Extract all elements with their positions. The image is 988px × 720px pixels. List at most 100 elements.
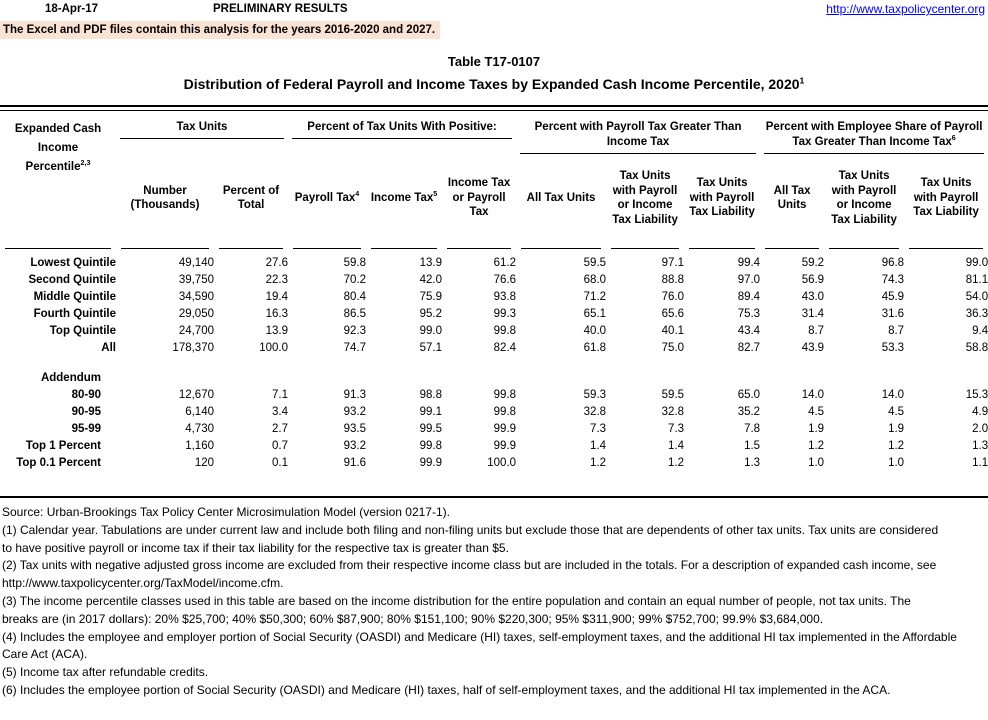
cell-value: 1.1 — [972, 457, 988, 469]
cell-value: 59.3 — [583, 389, 607, 401]
cell-value: 4,730 — [185, 423, 214, 435]
group-header-text: Tax Units — [120, 120, 285, 139]
cell-value: 19.4 — [265, 291, 289, 303]
cell-value: 59.8 — [343, 257, 367, 269]
spacer-cell — [0, 357, 988, 370]
header-underline — [293, 248, 362, 249]
payroll-income-table: Expanded Cash Income Percentile2,3 Tax U… — [0, 111, 988, 496]
cell-value: 2.0 — [972, 423, 988, 435]
column-header: All Tax Units — [516, 154, 606, 242]
cell-value: 65.0 — [737, 389, 761, 401]
cell-value — [904, 370, 988, 387]
column-header: Income Tax5 — [366, 154, 442, 242]
table-row: 95-99 4,730 2.7 93.5 99.5 99.9 7.3 7.3 7.8 1.9 1.9… — [0, 421, 988, 438]
cell-value: 99.9 — [493, 440, 517, 452]
cell-value: 178,370 — [172, 342, 214, 354]
row-label: Top 1 Percent — [25, 440, 101, 452]
page-header: 18-Apr-17 PRELIMINARY RESULTS http://www… — [0, 0, 988, 20]
cell-value: 59.2 — [801, 257, 825, 269]
row-label: Top 0.1 Percent — [16, 457, 101, 469]
cell-value: 58.8 — [965, 342, 988, 354]
cell-value: 14.0 — [801, 389, 825, 401]
cell-value: 4.9 — [972, 406, 988, 418]
column-header-text: Tax Units with Payroll Tax Liability — [913, 177, 979, 219]
report-date: 18-Apr-17 — [45, 3, 99, 15]
cell-value: 24,700 — [178, 325, 214, 337]
cell-value: 57.1 — [419, 342, 443, 354]
column-header-text: Tax Units with Payroll or Income Tax Lia… — [612, 170, 678, 226]
cell-value — [606, 370, 684, 387]
tpc-url-link[interactable]: http://www.taxpolicycenter.org — [826, 2, 985, 16]
table-row: Fourth Quintile 29,050 16.3 86.5 95.2 99.3 65.… — [0, 306, 988, 323]
cell-value: 42.0 — [419, 274, 443, 286]
row-label: Addendum — [40, 372, 101, 384]
table-row: 90-95 6,140 3.4 93.2 99.1 99.8 32.8 32.8 35.2 4.5… — [0, 404, 988, 421]
cell-value: 70.2 — [343, 274, 367, 286]
cell-value: 99.9 — [419, 457, 443, 469]
header-underline — [521, 248, 602, 249]
row-label: Fourth Quintile — [33, 308, 116, 320]
cell-value: 1.0 — [888, 457, 905, 469]
cell-value: 15.3 — [965, 389, 988, 401]
preliminary-results-label: PRELIMINARY RESULTS — [213, 3, 348, 15]
group-header-line: Tax Greater Than Income Tax6 — [792, 134, 956, 148]
cell-value: 75.3 — [737, 308, 761, 320]
column-header-text: Payroll Tax — [294, 191, 356, 204]
cell-value: 68.0 — [583, 274, 607, 286]
cell-value: 81.1 — [965, 274, 988, 286]
footnote-line: http://www.taxpolicycenter.org/TaxModel/… — [2, 576, 284, 591]
cell-value: 120 — [194, 457, 214, 469]
column-footnote-ref: 5 — [433, 189, 438, 198]
cell-value: 32.8 — [583, 406, 607, 418]
table-row: 80-90 12,670 7.1 91.3 98.8 99.8 59.3 59.5 65.0 14… — [0, 387, 988, 404]
cell-value: 43.0 — [801, 291, 825, 303]
group-footnote-ref: 6 — [951, 134, 956, 143]
column-header-text: Income Tax — [370, 191, 434, 204]
cell-value: 99.8 — [493, 406, 517, 418]
cell-value: 31.6 — [881, 308, 905, 320]
cell-value: 12,670 — [178, 389, 214, 401]
cell-value: 14.0 — [881, 389, 905, 401]
cell-value: 59.5 — [661, 389, 685, 401]
cell-value — [214, 370, 288, 387]
cell-value: 74.7 — [343, 342, 367, 354]
cell-value: 99.8 — [493, 325, 517, 337]
spacer-cell — [0, 472, 988, 496]
cell-value: 22.3 — [265, 274, 289, 286]
footnote-line: Care Act (ACA). — [2, 647, 88, 662]
cell-value — [684, 370, 760, 387]
cell-value: 34,590 — [178, 291, 214, 303]
column-header-row: Number (Thousands) Percent of Total Payrol… — [0, 154, 988, 242]
table-number-title: Table T17-0107 — [447, 54, 541, 69]
cell-value: 7.8 — [744, 423, 761, 435]
cell-value: 45.9 — [881, 291, 905, 303]
cell-value: 1.3 — [972, 440, 988, 452]
column-header-text: Percent of Total — [222, 184, 280, 212]
header-underline-cell — [516, 242, 606, 255]
header-underline-cell — [116, 242, 214, 255]
cell-value: 40.0 — [583, 325, 607, 337]
cell-value: 82.7 — [737, 342, 761, 354]
cell-value — [116, 370, 214, 387]
cell-value: 76.0 — [661, 291, 685, 303]
cell-value: 2.7 — [272, 423, 289, 435]
row-header-text: Percentile — [25, 161, 81, 173]
column-header: Payroll Tax4 — [288, 154, 366, 242]
column-header: Tax Units with Payroll Tax Liability — [904, 154, 988, 242]
group-header: Percent with Payroll Tax Greater Than Inc… — [516, 111, 760, 154]
cell-value: 31.4 — [801, 308, 825, 320]
header-underline — [689, 248, 756, 249]
title-block: Table T17-0107 Distribution of Federal P… — [0, 54, 988, 92]
cell-value — [760, 370, 824, 387]
group-header: Percent with Employee Share of Payroll Ta… — [760, 111, 988, 154]
cell-value: 27.6 — [265, 257, 289, 269]
group-header-line: Percent of Tax Units With Positive: — [307, 121, 497, 133]
table-title-text: Distribution of Federal Payroll and Inco… — [183, 76, 800, 92]
cell-value: 43.4 — [737, 325, 761, 337]
header-underline — [829, 248, 900, 249]
cell-value: 1.4 — [590, 440, 607, 452]
cell-value: 93.8 — [493, 291, 517, 303]
cell-value: 97.1 — [661, 257, 685, 269]
row-label: Top Quintile — [49, 325, 116, 337]
column-header-text: All Tax Units — [773, 184, 811, 212]
